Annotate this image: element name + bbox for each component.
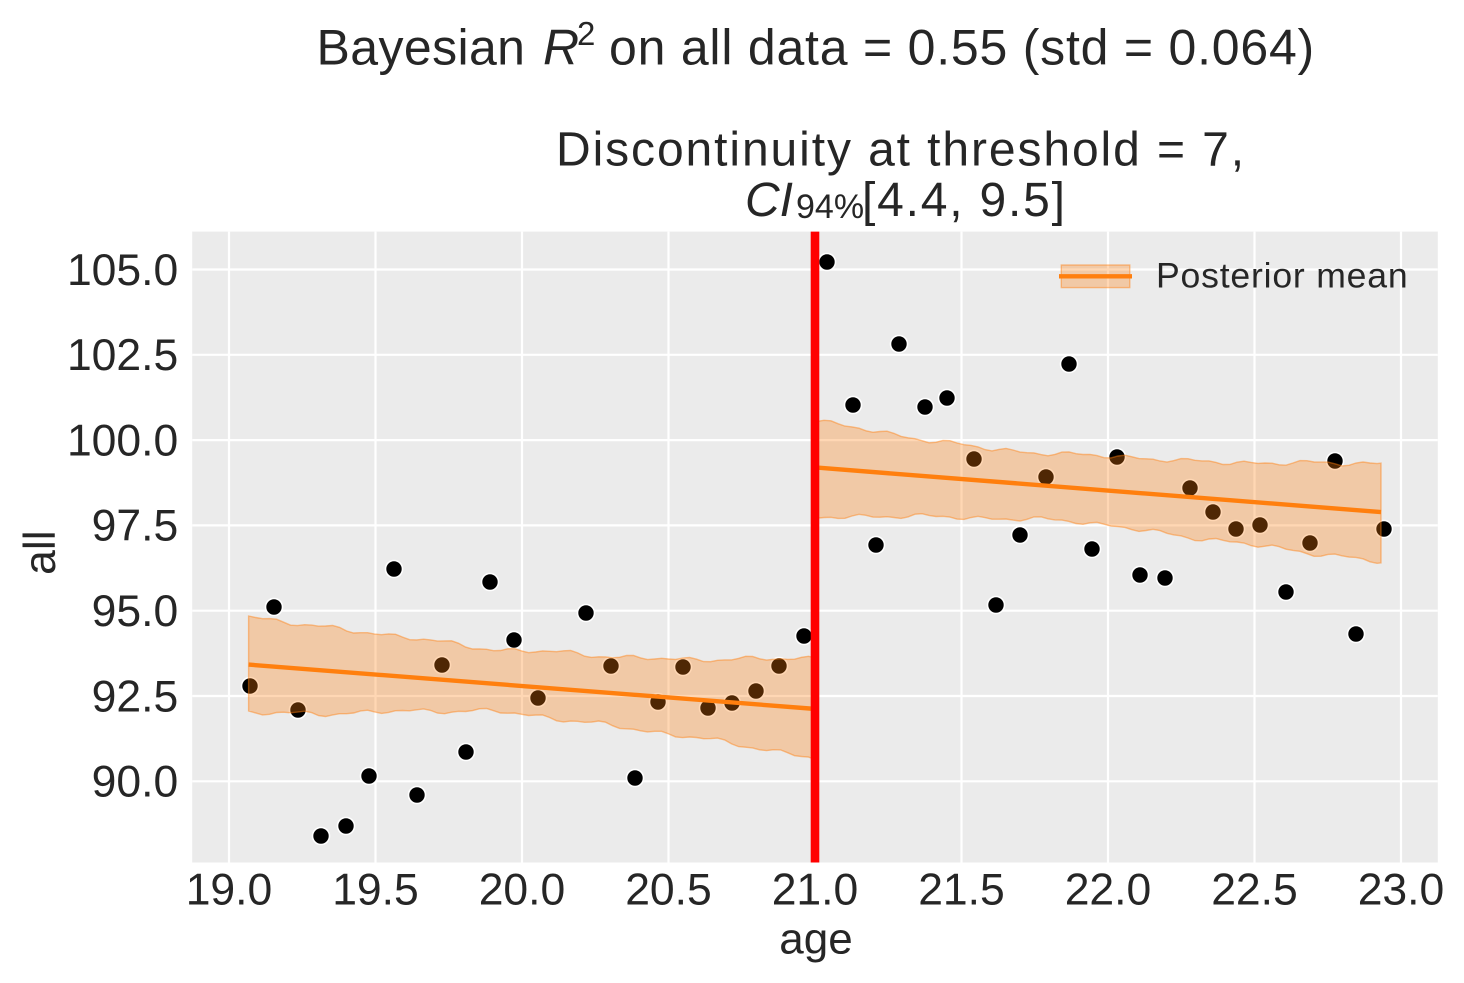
- svg-text:100.0: 100.0: [67, 416, 178, 465]
- svg-text:21.5: 21.5: [918, 866, 1005, 915]
- svg-text:2: 2: [577, 15, 595, 52]
- svg-text:22.0: 22.0: [1065, 866, 1152, 915]
- svg-text:23.0: 23.0: [1358, 866, 1445, 915]
- svg-text:CI: CI: [745, 174, 793, 227]
- svg-text:94%: 94%: [796, 188, 864, 226]
- svg-text:19.5: 19.5: [332, 866, 419, 915]
- svg-text:all: all: [16, 530, 65, 575]
- svg-text:on all data = 0.55 (std = 0.06: on all data = 0.55 (std = 0.064): [609, 19, 1315, 75]
- svg-text:95.0: 95.0: [92, 587, 179, 636]
- svg-text:Discontinuity at threshold = 7: Discontinuity at threshold = 7,: [556, 123, 1246, 176]
- svg-text:21.0: 21.0: [772, 866, 859, 915]
- svg-text:102.5: 102.5: [67, 331, 178, 380]
- svg-text:Posterior mean: Posterior mean: [1156, 256, 1408, 296]
- svg-text:20.0: 20.0: [479, 866, 566, 915]
- svg-text:20.5: 20.5: [625, 866, 712, 915]
- svg-text:90.0: 90.0: [92, 758, 179, 807]
- svg-text:22.5: 22.5: [1211, 866, 1298, 915]
- svg-text:[4.4, 9.5]: [4.4, 9.5]: [862, 174, 1067, 227]
- svg-text:19.0: 19.0: [186, 866, 273, 915]
- svg-text:Bayesian: Bayesian: [317, 19, 526, 75]
- svg-text:age: age: [779, 914, 852, 963]
- svg-text:97.5: 97.5: [92, 502, 179, 551]
- svg-text:92.5: 92.5: [92, 672, 179, 721]
- svg-text:R: R: [543, 19, 579, 75]
- svg-text:105.0: 105.0: [67, 246, 178, 295]
